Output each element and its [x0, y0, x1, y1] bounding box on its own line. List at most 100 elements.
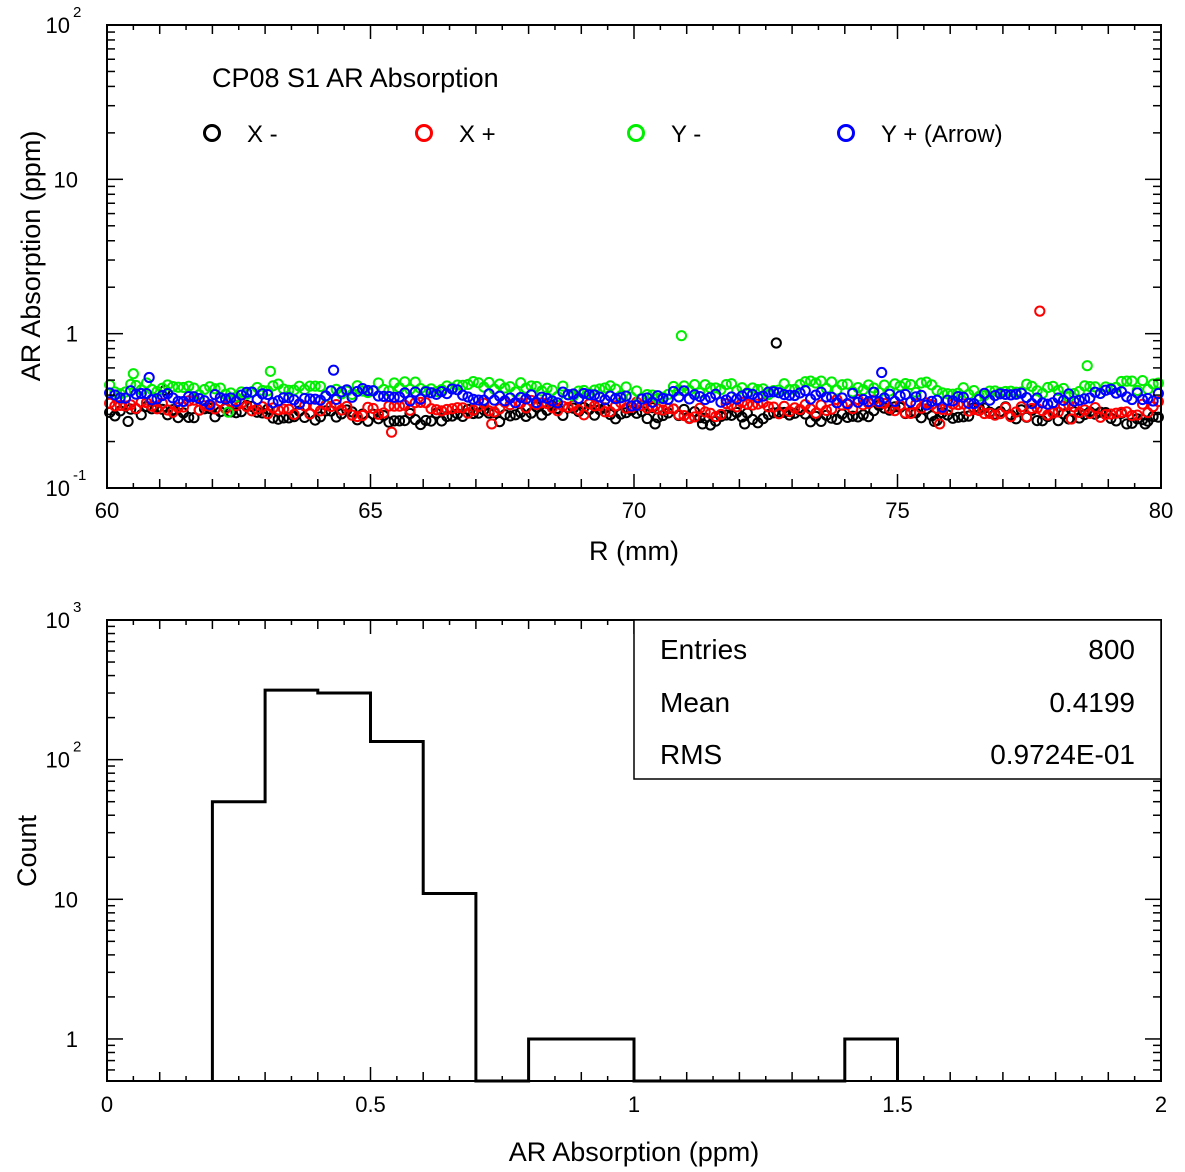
x-tick-label: 1.5 — [882, 1092, 913, 1117]
x-tick-label: 80 — [1149, 498, 1173, 523]
data-point — [546, 395, 558, 407]
data-point — [1042, 409, 1054, 421]
data-point — [689, 411, 701, 423]
legend-label: Y - — [671, 121, 701, 148]
data-point — [509, 409, 522, 421]
data-point — [789, 402, 801, 414]
data-point — [541, 392, 553, 405]
data-point — [362, 384, 374, 397]
data-point — [341, 384, 353, 396]
data-point — [599, 382, 611, 394]
data-point — [425, 415, 437, 427]
data-point — [636, 393, 648, 405]
data-point — [486, 418, 498, 430]
data-point — [894, 390, 906, 402]
data-point — [657, 409, 669, 422]
stats-box: Entries 800 Mean 0.4199 RMS 0.9724E-01 — [633, 619, 1162, 780]
data-point — [304, 380, 316, 392]
data-point — [214, 392, 226, 404]
data-point — [947, 412, 959, 424]
data-point — [1015, 401, 1027, 413]
x-tick-label: 2 — [1155, 1092, 1167, 1117]
x-tick-label: 70 — [622, 498, 646, 523]
data-point — [172, 395, 184, 407]
data-point — [689, 389, 701, 401]
data-point — [1036, 397, 1049, 409]
data-point — [609, 393, 622, 405]
data-point — [146, 394, 158, 406]
y-tick-label: 10 — [54, 167, 78, 192]
y-tick-label: 1 — [66, 1027, 78, 1052]
legend-marker — [203, 124, 221, 142]
data-point — [646, 400, 659, 413]
y-tick-exponent: 2 — [73, 739, 81, 756]
data-point — [1121, 391, 1133, 403]
data-point — [1065, 413, 1078, 425]
stats-entries-value: 800 — [1088, 634, 1135, 665]
data-point — [193, 392, 205, 405]
data-point — [694, 387, 706, 399]
data-point — [1089, 401, 1101, 414]
data-point — [104, 387, 116, 399]
data-point — [852, 411, 864, 423]
data-point — [378, 407, 390, 419]
data-point — [525, 389, 537, 401]
x-tick-label: 0.5 — [355, 1092, 386, 1117]
data-point — [620, 390, 632, 402]
data-point — [372, 377, 385, 389]
data-point — [699, 406, 711, 418]
data-point — [583, 389, 595, 401]
histogram-bin — [845, 1039, 898, 1081]
data-point — [383, 390, 395, 403]
data-point — [673, 409, 685, 421]
data-point — [752, 392, 764, 404]
data-point — [588, 409, 601, 421]
data-point — [683, 412, 695, 425]
data-point — [847, 387, 859, 399]
data-point — [773, 387, 785, 399]
data-point — [1115, 375, 1128, 388]
data-point — [167, 381, 179, 393]
scatter-legend: X - X + Y - Y + (Arrow) — [203, 121, 1003, 148]
scatter-plot-frame — [106, 24, 1162, 489]
data-point — [241, 386, 253, 398]
data-point — [741, 398, 753, 410]
data-point — [1152, 395, 1164, 408]
data-point — [773, 408, 785, 420]
data-point — [768, 386, 780, 398]
histogram-bin — [212, 802, 265, 1081]
data-point — [978, 387, 991, 399]
data-point — [889, 401, 901, 413]
data-point — [414, 396, 427, 408]
data-point — [143, 371, 155, 384]
data-point — [725, 391, 738, 403]
data-point — [1131, 387, 1143, 399]
y-tick-label: 1 — [66, 322, 78, 347]
data-point — [720, 378, 732, 391]
data-point — [778, 378, 790, 390]
data-point — [183, 391, 195, 403]
data-point — [1031, 385, 1043, 397]
data-point — [557, 380, 569, 392]
data-point — [1063, 388, 1075, 400]
data-point — [789, 389, 801, 402]
data-point — [739, 418, 751, 430]
data-point — [810, 407, 822, 419]
y-tick-exponent: 3 — [73, 599, 81, 616]
data-point — [578, 387, 590, 400]
data-point — [122, 415, 134, 428]
data-point — [768, 401, 780, 413]
data-point — [1042, 398, 1054, 410]
data-point — [984, 407, 996, 419]
data-point — [140, 377, 153, 389]
data-point — [183, 380, 195, 392]
data-point — [404, 395, 416, 407]
data-point — [1052, 392, 1064, 404]
data-point — [928, 415, 940, 428]
data-point — [736, 390, 748, 402]
y-tick-exponent: -1 — [73, 467, 86, 484]
data-point — [746, 399, 759, 411]
data-point — [915, 377, 927, 389]
data-point — [1152, 387, 1164, 400]
